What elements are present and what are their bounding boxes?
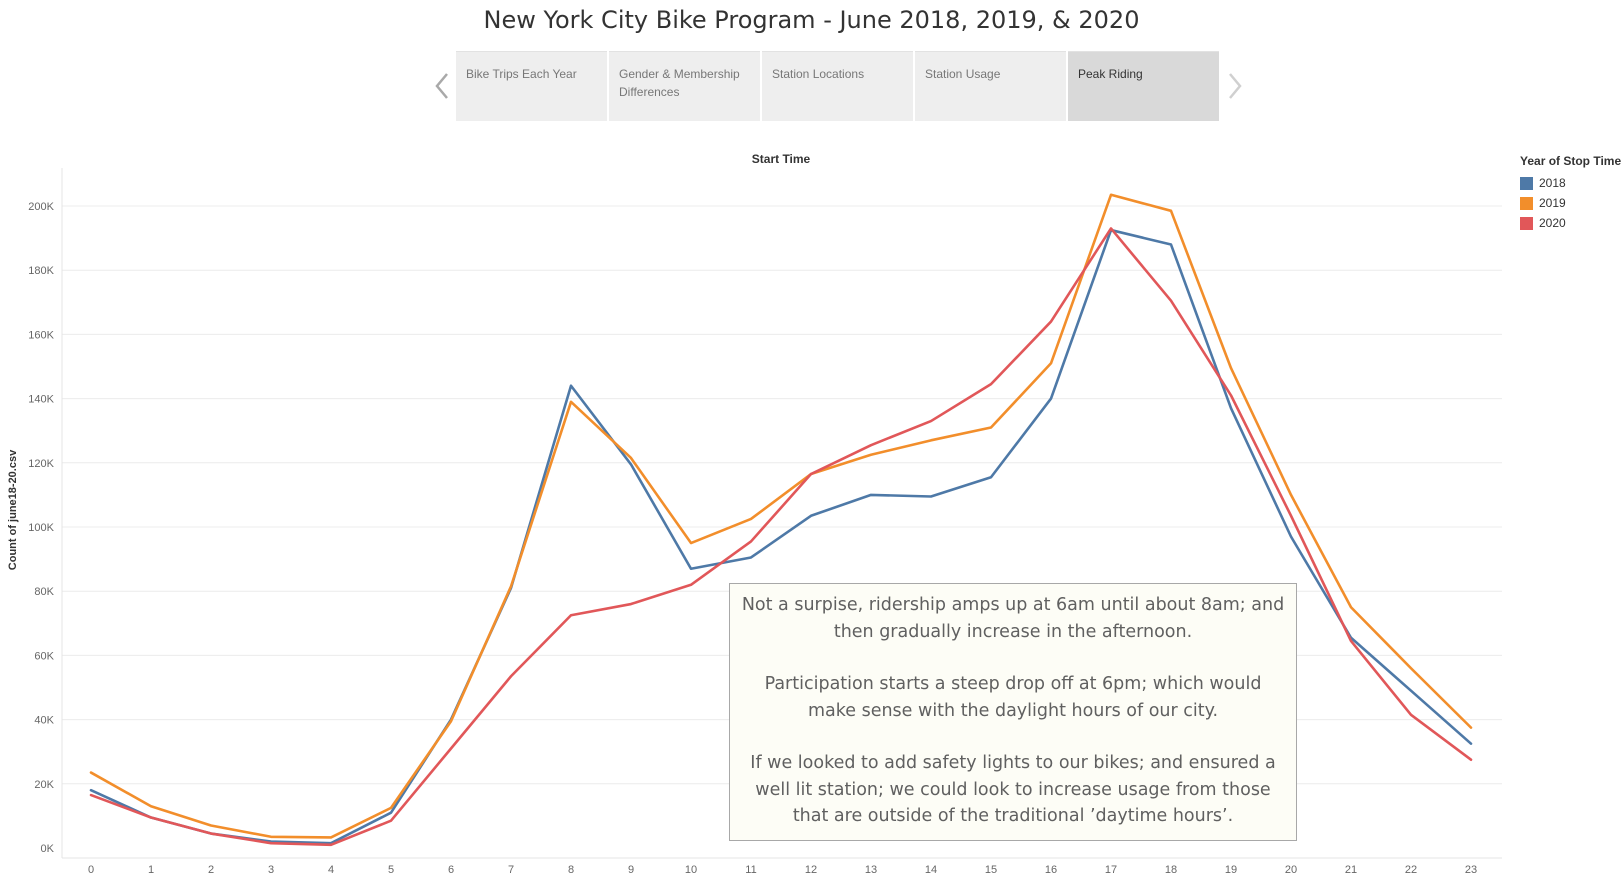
x-tick-label: 18 (1165, 864, 1177, 876)
y-tick-label: 160K (28, 329, 54, 341)
x-tick-label: 21 (1345, 864, 1357, 876)
x-tick-label: 10 (685, 864, 697, 876)
legend-label: 2020 (1539, 216, 1566, 230)
annotation-box: Not a surpise, ridership amps up at 6am … (729, 583, 1297, 841)
y-tick-label: 100K (28, 522, 54, 534)
x-tick-label: 13 (865, 864, 877, 876)
legend-item-2018[interactable]: 2018 (1520, 173, 1621, 193)
x-tick-label: 20 (1285, 864, 1297, 876)
chart-title: Start Time (752, 152, 811, 166)
y-axis-title: Count of june18-20.csv (7, 449, 19, 570)
series-line-2018 (89, 228, 1473, 845)
annotation-paragraph: Not a surpise, ridership amps up at 6am … (741, 595, 1285, 642)
y-tick-label: 80K (34, 586, 54, 598)
story-navigator: Bike Trips Each Year Gender & Membership… (428, 50, 1249, 122)
x-tick-label: 4 (328, 864, 334, 876)
y-tick-label: 40K (34, 715, 54, 727)
story-tab-gender-membership[interactable]: Gender & Membership Differences (609, 51, 760, 121)
legend-label: 2018 (1539, 176, 1566, 190)
legend-item-2019[interactable]: 2019 (1520, 193, 1621, 213)
x-tick-label: 15 (985, 864, 997, 876)
page-title: New York City Bike Program - June 2018, … (483, 6, 1140, 34)
y-tick-label: 0K (41, 843, 55, 855)
series-line-2020 (89, 227, 1473, 847)
annotation-paragraph: If we looked to add safety lights to our… (750, 753, 1276, 826)
x-tick-label: 0 (88, 864, 94, 876)
chevron-right-icon[interactable] (1221, 50, 1249, 122)
story-tab-peak-riding[interactable]: Peak Riding (1068, 51, 1219, 121)
x-tick-label: 11 (745, 864, 756, 876)
legend-title: Year of Stop Time (1520, 154, 1622, 168)
x-tick-label: 14 (925, 864, 937, 876)
chevron-left-icon[interactable] (428, 50, 456, 122)
x-tick-label: 3 (268, 864, 274, 876)
story-tab-station-locations[interactable]: Station Locations (762, 51, 913, 121)
x-tick-label: 5 (388, 864, 394, 876)
y-tick-label: 140K (28, 394, 54, 406)
y-tick-label: 120K (28, 458, 54, 470)
x-tick-label: 16 (1045, 864, 1057, 876)
legend-label: 2019 (1539, 196, 1566, 210)
y-tick-label: 20K (34, 779, 54, 791)
x-tick-label: 23 (1465, 864, 1477, 876)
x-tick-label: 8 (568, 864, 574, 876)
series-line-2019 (89, 193, 1473, 839)
x-tick-label: 7 (508, 864, 514, 876)
x-tick-label: 19 (1225, 864, 1237, 876)
legend-swatch (1520, 196, 1533, 210)
x-tick-label: 2 (208, 864, 214, 876)
legend-item-2020[interactable]: 2020 (1520, 213, 1621, 233)
y-tick-label: 60K (34, 650, 54, 662)
story-tab-bike-trips[interactable]: Bike Trips Each Year (456, 51, 607, 121)
annotation-paragraph: Participation starts a steep drop off at… (764, 674, 1262, 721)
y-tick-label: 180K (28, 265, 54, 277)
x-tick-label: 9 (628, 864, 634, 876)
x-tick-label: 22 (1405, 864, 1417, 876)
legend-swatch (1520, 216, 1533, 230)
x-tick-label: 6 (448, 864, 454, 876)
x-tick-label: 12 (805, 864, 817, 876)
legend-swatch (1520, 176, 1533, 190)
x-tick-label: 1 (148, 864, 154, 876)
y-tick-label: 200K (28, 201, 54, 213)
legend: Year of Stop Time 2018 2019 2020 (1520, 154, 1621, 233)
x-tick-label: 17 (1105, 864, 1117, 876)
story-tab-station-usage[interactable]: Station Usage (915, 51, 1066, 121)
